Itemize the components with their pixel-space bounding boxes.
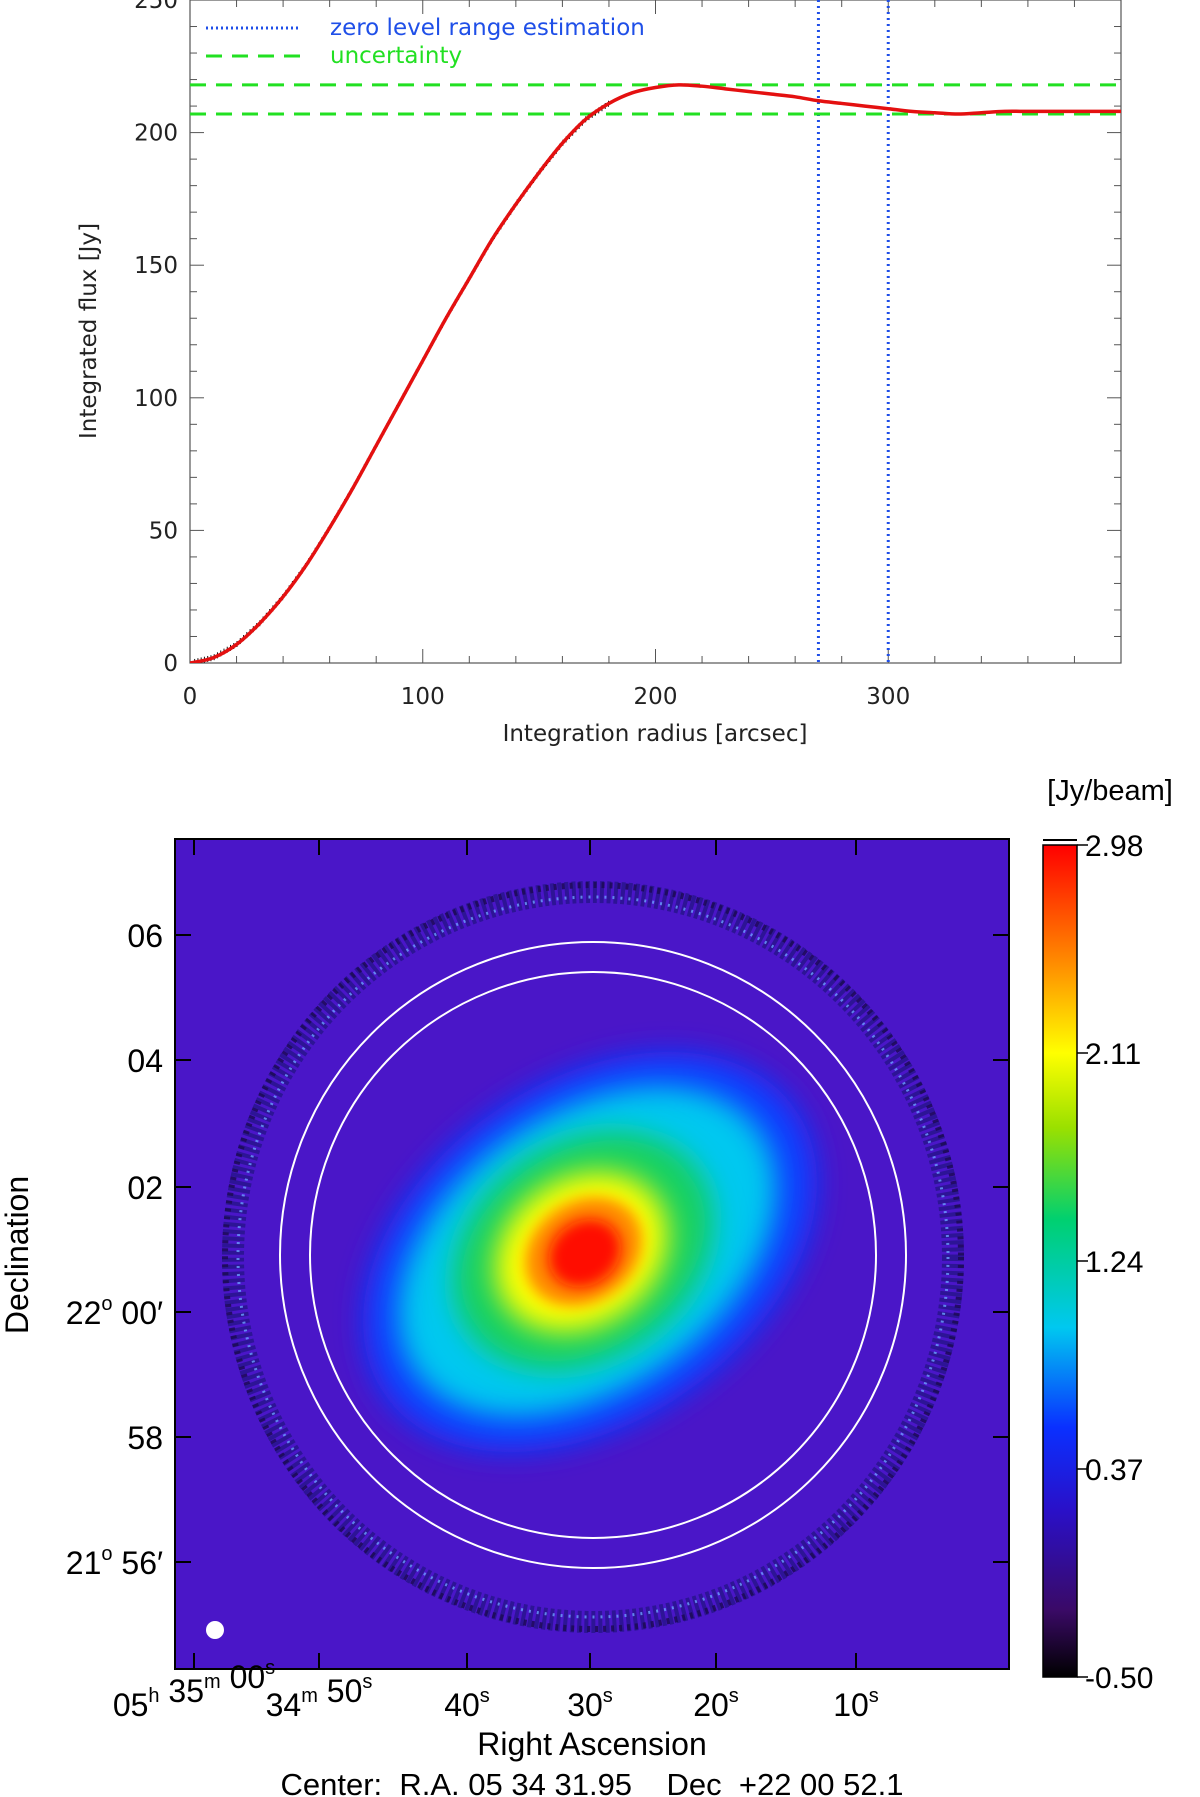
- reference-lines: [190, 0, 1121, 663]
- y-tick-label: 250: [134, 0, 178, 14]
- y-tick-label: 150: [134, 253, 178, 279]
- y-tick-label: 200: [134, 121, 178, 147]
- emission: [363, 1052, 817, 1452]
- series-lines: [190, 83, 1121, 663]
- colorbar-gradient: [1042, 844, 1078, 1678]
- x-axis-label: Integration radius [arcsec]: [503, 721, 808, 747]
- dec-tick-label: 02: [127, 1170, 163, 1206]
- dec-tick-label: 58: [127, 1420, 163, 1456]
- integrated-flux-plot: 0 100 200 300 0 50 100 150 200 250 Integration ra…: [76, 0, 1122, 747]
- colorbar-ticks: 2.98 2.11 1.24 0.37 -0.50: [1043, 830, 1153, 1695]
- ra-tick-label: 40s: [444, 1685, 490, 1723]
- x-tick-label: 100: [401, 684, 445, 710]
- axis-ticks: [189, 0, 1122, 664]
- colorbar-tick-label: -0.50: [1085, 1662, 1153, 1695]
- map-x-axis-label: Right Ascension: [477, 1726, 706, 1762]
- legend-entry: uncertainty: [330, 43, 462, 69]
- map-y-axis-label: Declination: [0, 1176, 35, 1334]
- y-axis-label: Integrated flux [Jy]: [76, 223, 102, 439]
- colorbar-tick-label: 2.11: [1085, 1038, 1141, 1071]
- plot-frame: [189, 0, 1122, 664]
- ra-tick-label: 30s: [567, 1685, 613, 1723]
- ra-tick-label: 34m 50s: [266, 1671, 373, 1723]
- beam-marker: [206, 1621, 224, 1639]
- y-tick-label: 50: [149, 518, 178, 544]
- colorbar-tick-label: 2.98: [1085, 830, 1143, 863]
- dec-tick-label: 06: [127, 918, 163, 954]
- map-image: [175, 839, 1009, 1669]
- map-center-footer: Center: R.A. 05 34 31.95 Dec +22 00 52.1: [281, 1767, 904, 1797]
- x-tick-label: 300: [866, 684, 910, 710]
- map-frame: [174, 838, 1010, 1670]
- ra-tick-label: 10s: [833, 1685, 879, 1723]
- tick-labels: 0 100 200 300 0 50 100 150 200 250: [134, 0, 910, 710]
- map-axis-ticks: [175, 839, 1009, 1669]
- emission-level-red: [548, 1219, 621, 1288]
- dec-tick-label: 22o 00′: [66, 1293, 163, 1331]
- noise-ring: [222, 881, 964, 1633]
- aperture-inner: [309, 971, 877, 1539]
- colorbar-tick-label: 0.37: [1085, 1454, 1143, 1487]
- colorbar: 2.98 2.11 1.24 0.37 -0.50 [Jy/beam]: [1042, 775, 1173, 1695]
- x-tick-label: 200: [634, 684, 678, 710]
- colorbar-tick-label: 1.24: [1085, 1246, 1143, 1279]
- ra-tick-label: 05h 35m 00s: [113, 1657, 275, 1723]
- integrated-flux-series: [190, 83, 1121, 663]
- y-tick-label: 0: [163, 651, 178, 677]
- legend-entry: zero level range estimation: [330, 15, 645, 41]
- dec-tick-label: 21o 56′: [66, 1543, 163, 1581]
- error-bars: [194, 100, 609, 663]
- ra-tick-label: 20s: [693, 1685, 739, 1723]
- y-tick-label: 100: [134, 386, 178, 412]
- dec-tick-label: 04: [127, 1043, 163, 1079]
- colorbar-label: [Jy/beam]: [1047, 775, 1173, 807]
- aperture-outer: [279, 941, 907, 1569]
- x-tick-label: 0: [183, 684, 198, 710]
